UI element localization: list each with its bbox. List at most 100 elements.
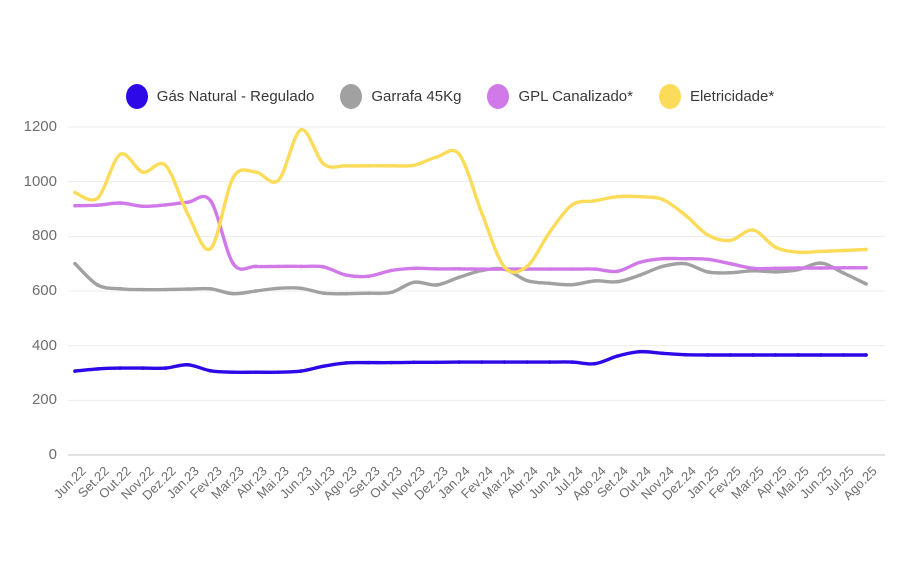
data-point-garrafa-45kg <box>728 270 733 275</box>
legend-item-eletricidade[interactable]: Eletricidade* <box>658 84 774 109</box>
data-point-g-s-natural-regulado <box>389 360 394 365</box>
data-point-garrafa-45kg <box>683 261 687 266</box>
data-point-eletricidade <box>389 164 394 168</box>
data-point-g-s-natural-regulado <box>547 360 552 364</box>
data-point-eletricidade <box>638 194 642 199</box>
legend-item-garrafa-45kg[interactable]: Garrafa 45Kg <box>340 84 461 109</box>
data-point-garrafa-45kg <box>434 283 439 287</box>
y-axis-tick: 600 <box>31 282 57 299</box>
legend-swatch-icon <box>658 84 681 109</box>
data-point-gpl-canalizado <box>118 201 122 205</box>
data-point-g-s-natural-regulado <box>502 360 507 364</box>
data-point-g-s-natural-regulado <box>706 353 710 357</box>
y-axis-tick: 200 <box>31 391 57 409</box>
data-point-eletricidade <box>819 249 823 254</box>
data-point-gpl-canalizado <box>254 264 258 269</box>
data-point-gpl-canalizado <box>570 267 574 271</box>
data-point-g-s-natural-regulado <box>683 352 687 357</box>
data-point-garrafa-45kg <box>773 270 778 274</box>
data-point-gpl-canalizado <box>751 266 755 271</box>
data-point-gpl-canalizado <box>480 267 484 271</box>
data-point-garrafa-45kg <box>254 289 258 293</box>
legend-swatch-icon <box>487 84 510 109</box>
data-point-gpl-canalizado <box>864 265 868 270</box>
data-point-gpl-canalizado <box>299 264 303 269</box>
data-point-garrafa-45kg <box>525 278 529 283</box>
data-point-gpl-canalizado <box>163 203 168 207</box>
data-point-gpl-canalizado <box>73 203 77 208</box>
data-point-eletricidade <box>683 213 687 217</box>
legend-item-g-s-natural-regulado[interactable]: Gás Natural - Regulado <box>125 84 314 109</box>
y-axis-tick: 400 <box>31 336 57 354</box>
data-point-eletricidade <box>299 127 303 132</box>
data-point-gpl-canalizado <box>728 261 733 266</box>
data-point-eletricidade <box>593 199 597 203</box>
y-axis-tick: 1200 <box>23 118 57 135</box>
data-point-garrafa-45kg <box>841 271 846 275</box>
data-point-eletricidade <box>570 203 574 207</box>
data-point-garrafa-45kg <box>186 287 190 291</box>
data-point-eletricidade <box>344 164 349 168</box>
data-point-g-s-natural-regulado <box>434 360 439 365</box>
data-point-g-s-natural-regulado <box>118 366 122 370</box>
data-point-g-s-natural-regulado <box>412 360 416 365</box>
data-point-gpl-canalizado <box>276 264 281 269</box>
data-point-garrafa-45kg <box>389 290 394 295</box>
data-point-g-s-natural-regulado <box>615 354 620 358</box>
y-axis-tick: 1000 <box>23 172 57 190</box>
data-point-eletricidade <box>615 194 620 199</box>
data-point-g-s-natural-regulado <box>864 353 868 357</box>
data-point-eletricidade <box>525 264 529 269</box>
legend-label: GPL Canalizado* <box>518 88 633 105</box>
data-point-garrafa-45kg <box>118 287 122 291</box>
data-point-gpl-canalizado <box>706 257 710 262</box>
data-point-garrafa-45kg <box>864 282 868 286</box>
legend-label: Garrafa 45Kg <box>371 88 462 105</box>
data-point-gpl-canalizado <box>208 199 213 203</box>
data-point-eletricidade <box>73 190 77 195</box>
data-point-garrafa-45kg <box>570 282 574 287</box>
data-point-g-s-natural-regulado <box>773 353 778 357</box>
legend-item-gpl-canalizado[interactable]: GPL Canalizado* <box>487 84 633 109</box>
y-axis-tick: 0 <box>48 446 57 463</box>
data-point-gpl-canalizado <box>638 260 642 265</box>
data-point-g-s-natural-regulado <box>73 369 77 373</box>
data-point-eletricidade <box>796 250 800 254</box>
legend-swatch-icon <box>340 84 363 109</box>
series-line-garrafa-45kg <box>73 261 868 296</box>
data-point-garrafa-45kg <box>706 270 710 274</box>
data-point-gpl-canalizado <box>434 267 439 271</box>
data-point-garrafa-45kg <box>547 281 552 286</box>
data-point-garrafa-45kg <box>660 264 665 269</box>
data-point-eletricidade <box>231 175 235 180</box>
data-point-eletricidade <box>434 155 439 159</box>
data-point-gpl-canalizado <box>773 266 778 271</box>
data-point-eletricidade <box>547 230 552 235</box>
data-point-garrafa-45kg <box>276 286 281 291</box>
data-point-gpl-canalizado <box>231 261 235 266</box>
data-point-garrafa-45kg <box>141 287 145 292</box>
data-point-gpl-canalizado <box>186 200 190 204</box>
data-point-eletricidade <box>367 164 371 168</box>
data-point-garrafa-45kg <box>73 261 77 266</box>
chart-legend: Gás Natural - Regulado Garrafa 45Kg GPL Ca… <box>0 84 900 109</box>
data-point-gpl-canalizado <box>95 203 100 207</box>
data-point-g-s-natural-regulado <box>321 364 326 368</box>
data-point-gpl-canalizado <box>547 267 552 271</box>
data-point-g-s-natural-regulado <box>254 370 258 374</box>
data-point-g-s-natural-regulado <box>660 351 665 356</box>
data-point-g-s-natural-regulado <box>163 366 168 370</box>
data-point-eletricidade <box>480 211 484 215</box>
series-line-g-s-natural-regulado <box>73 349 868 374</box>
data-point-gpl-canalizado <box>457 267 462 271</box>
data-point-garrafa-45kg <box>163 287 168 292</box>
data-point-g-s-natural-regulado <box>841 353 846 357</box>
data-point-gpl-canalizado <box>593 267 597 271</box>
data-point-gpl-canalizado <box>344 273 349 277</box>
data-point-gpl-canalizado <box>141 204 145 209</box>
data-point-gpl-canalizado <box>841 265 846 270</box>
data-point-g-s-natural-regulado <box>525 360 529 364</box>
data-point-eletricidade <box>276 178 281 183</box>
data-point-gpl-canalizado <box>615 269 620 274</box>
